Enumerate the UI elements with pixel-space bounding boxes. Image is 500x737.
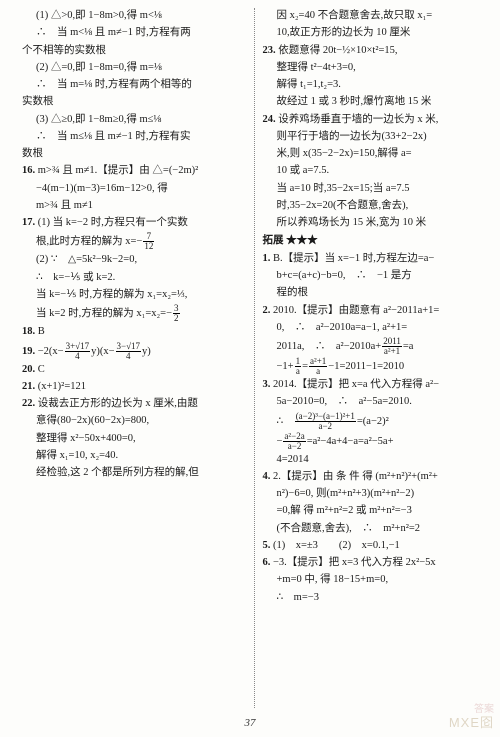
text-line: −4(m−1)(m−3)=16m−12>0, 得 bbox=[22, 181, 246, 197]
text-line: 2. 2010.【提示】由题意有 a²−2011a+1= bbox=[263, 303, 487, 319]
text-line: 16. m>¾ 且 m≠1.【提示】由 △=(−2m)² bbox=[22, 163, 246, 179]
text-line: 1. B.【提示】当 x=−1 时,方程左边=a− bbox=[263, 251, 487, 267]
text-line: 经检验,这 2 个都是所列方程的解,但 bbox=[22, 465, 246, 481]
text-line: 整理得 x²−50x+400=0, bbox=[22, 431, 246, 447]
text-line: 5a−2010=0, ∴ a²−5a=2010. bbox=[263, 394, 487, 410]
right-column: 因 x₂=40 不合题意舍去,故只取 x₁=10,故正方形的边长为 10 厘米 2… bbox=[255, 8, 487, 708]
text-line: 拓展 ★★★ bbox=[263, 233, 487, 249]
text-line: ∴ 当 m=⅛ 时,方程有两个相等的 bbox=[22, 77, 246, 93]
text-line: 18. B bbox=[22, 324, 246, 340]
text-line: 22. 设裁去正方形的边长为 x 厘米,由题 bbox=[22, 396, 246, 412]
text-line: 故经过 1 或 3 秒时,爆竹离地 15 米 bbox=[263, 94, 487, 110]
text-line: 解得 x₁=10, x₂=40. bbox=[22, 448, 246, 464]
text-line: −1+1a=a²+1a−1=2011−1=2010 bbox=[263, 357, 487, 376]
text-line: 21. (x+1)²=121 bbox=[22, 379, 246, 395]
text-line: 4. 2.【提示】由 条 件 得 (m²+n²)²+(m²+ bbox=[263, 469, 487, 485]
text-line: 所以养鸡场长为 15 米,宽为 10 米 bbox=[263, 215, 487, 231]
text-line: 整理得 t²−4t+3=0, bbox=[263, 60, 487, 76]
text-line: 10 或 a=7.5. bbox=[263, 163, 487, 179]
text-line: +m=0 中, 得 18−15+m=0, bbox=[263, 572, 487, 588]
text-line: 因 x₂=40 不合题意舍去,故只取 x₁= bbox=[263, 8, 487, 24]
text-line: −a²−2aa−2=a²−4a+4−a=a²−5a+ bbox=[263, 432, 487, 451]
page-container: (1) △>0,即 1−8m>0,得 m<⅛∴ 当 m<⅛ 且 m≠−1 时,方… bbox=[0, 0, 500, 737]
text-line: 数根 bbox=[22, 146, 246, 162]
text-line: (3) △≥0,即 1−8m≥0,得 m≤⅛ bbox=[22, 112, 246, 128]
text-line: 根,此时方程的解为 x=−712 bbox=[22, 232, 246, 251]
text-line: ∴ k=−⅕ 或 k=2. bbox=[22, 270, 246, 286]
text-line: 实数根 bbox=[22, 94, 246, 110]
text-line: 4=2014 bbox=[263, 452, 487, 468]
text-line: (2) ∵ △=5k²−9k−2=0, bbox=[22, 252, 246, 268]
text-line: 20. C bbox=[22, 362, 246, 378]
text-line: 程的根 bbox=[263, 285, 487, 301]
text-line: 19. −2(x−3+√174y)(x−3−√174y) bbox=[22, 342, 246, 361]
left-column: (1) △>0,即 1−8m>0,得 m<⅛∴ 当 m<⅛ 且 m≠−1 时,方… bbox=[22, 8, 255, 708]
text-line: b+c=(a+c)−b=0, ∴ −1 是方 bbox=[263, 268, 487, 284]
text-line: m>¾ 且 m≠1 bbox=[22, 198, 246, 214]
text-line: 意得(80−2x)(60−2x)=800, bbox=[22, 413, 246, 429]
text-line: 2011a, ∴ a²−2010a+2011a²+1=a bbox=[263, 337, 487, 356]
text-line: 则平行于墙的一边长为(33+2−2x) bbox=[263, 129, 487, 145]
text-line: ∴ (a−2)³−(a−1)²+1a−2=(a−2)² bbox=[263, 412, 487, 431]
text-line: ∴ m=−3 bbox=[263, 590, 487, 606]
watermark-large: MXE囵 bbox=[449, 712, 494, 731]
text-line: 当 k=2 时,方程的解为 x₁=x₂=−32 bbox=[22, 304, 246, 323]
text-line: (2) △=0,即 1−8m=0,得 m=⅛ bbox=[22, 60, 246, 76]
text-line: 6. −3.【提示】把 x=3 代入方程 2x²−5x bbox=[263, 555, 487, 571]
text-line: 23. 依题意得 20t−½×10×t²=15, bbox=[263, 43, 487, 59]
text-line: 当 k=−⅕ 时,方程的解为 x₁=x₂=⅓, bbox=[22, 287, 246, 303]
text-line: 5. (1) x=±3 (2) x=0.1,−1 bbox=[263, 538, 487, 554]
two-column-layout: (1) △>0,即 1−8m>0,得 m<⅛∴ 当 m<⅛ 且 m≠−1 时,方… bbox=[0, 0, 500, 712]
text-line: 当 a=10 时,35−2x=15;当 a=7.5 bbox=[263, 181, 487, 197]
text-line: 24. 设养鸡场垂直于墙的一边长为 x 米, bbox=[263, 112, 487, 128]
page-number: 37 bbox=[0, 717, 500, 729]
text-line: 时,35−2x=20(不合题意,舍去), bbox=[263, 198, 487, 214]
text-line: 解得 t₁=1,t₂=3. bbox=[263, 77, 487, 93]
text-line: 0, ∴ a²−2010a=a−1, a²+1= bbox=[263, 320, 487, 336]
text-line: 米,则 x(35−2−2x)=150,解得 a= bbox=[263, 146, 487, 162]
text-line: 个不相等的实数根 bbox=[22, 43, 246, 59]
text-line: (1) △>0,即 1−8m>0,得 m<⅛ bbox=[22, 8, 246, 24]
text-line: 10,故正方形的边长为 10 厘米 bbox=[263, 25, 487, 41]
text-line: ∴ 当 m<⅛ 且 m≠−1 时,方程有两 bbox=[22, 25, 246, 41]
text-line: =0,解 得 m²+n²=2 或 m²+n²=−3 bbox=[263, 503, 487, 519]
text-line: 3. 2014.【提示】把 x=a 代入方程得 a²− bbox=[263, 377, 487, 393]
text-line: (不合题意,舍去), ∴ m²+n²=2 bbox=[263, 521, 487, 537]
text-line: n²)−6=0, 则(m²+n²+3)(m²+n²−2) bbox=[263, 486, 487, 502]
text-line: ∴ 当 m≤⅛ 且 m≠−1 时,方程有实 bbox=[22, 129, 246, 145]
text-line: 17. (1) 当 k=−2 时,方程只有一个实数 bbox=[22, 215, 246, 231]
